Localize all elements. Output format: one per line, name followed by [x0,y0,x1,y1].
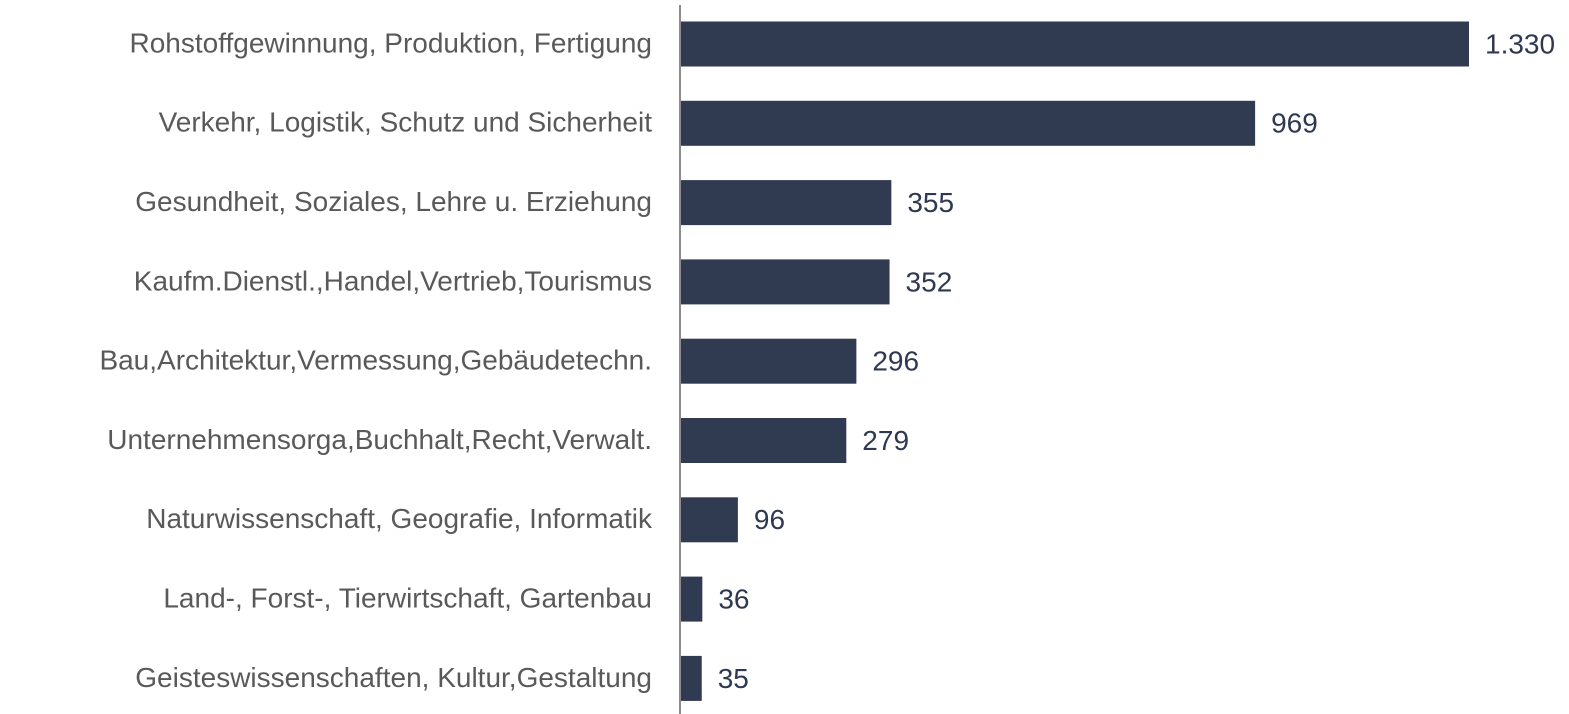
category-label: Rohstoffgewinnung, Produktion, Fertigung [130,27,652,58]
data-label: 36 [718,583,749,614]
bar [681,338,857,384]
category-label: Land-, Forst-, Tierwirtschaft, Gartenbau [163,582,652,613]
category-label: Verkehr, Logistik, Schutz und Sicherheit [159,107,653,138]
bar [681,497,738,543]
category-label: Naturwissenschaft, Geografie, Informatik [146,503,653,534]
category-label: Unternehmensorga,Buchhalt,Recht,Verwalt. [107,424,652,455]
data-label: 355 [907,187,954,218]
bar [681,259,890,305]
data-label: 969 [1271,108,1318,139]
category-label: Kaufm.Dienstl.,Handel,Vertrieb,Tourismus [134,265,652,296]
bar [681,418,847,463]
data-label: 352 [906,266,953,297]
category-label: Bau,Architektur,Vermessung,Gebäudetechn. [99,345,652,376]
data-label: 96 [754,504,785,535]
bar [681,576,703,622]
bar [681,655,702,701]
data-label: 296 [872,346,919,377]
bar [681,100,1256,146]
bar [681,180,892,226]
data-label: 279 [862,425,909,456]
category-label: Geisteswissenschaften, Kultur,Gestaltung [135,662,652,693]
category-label: Gesundheit, Soziales, Lehre u. Erziehung [135,186,652,217]
data-label: 35 [718,663,749,694]
data-label: 1.330 [1485,28,1555,59]
bar [681,21,1469,67]
